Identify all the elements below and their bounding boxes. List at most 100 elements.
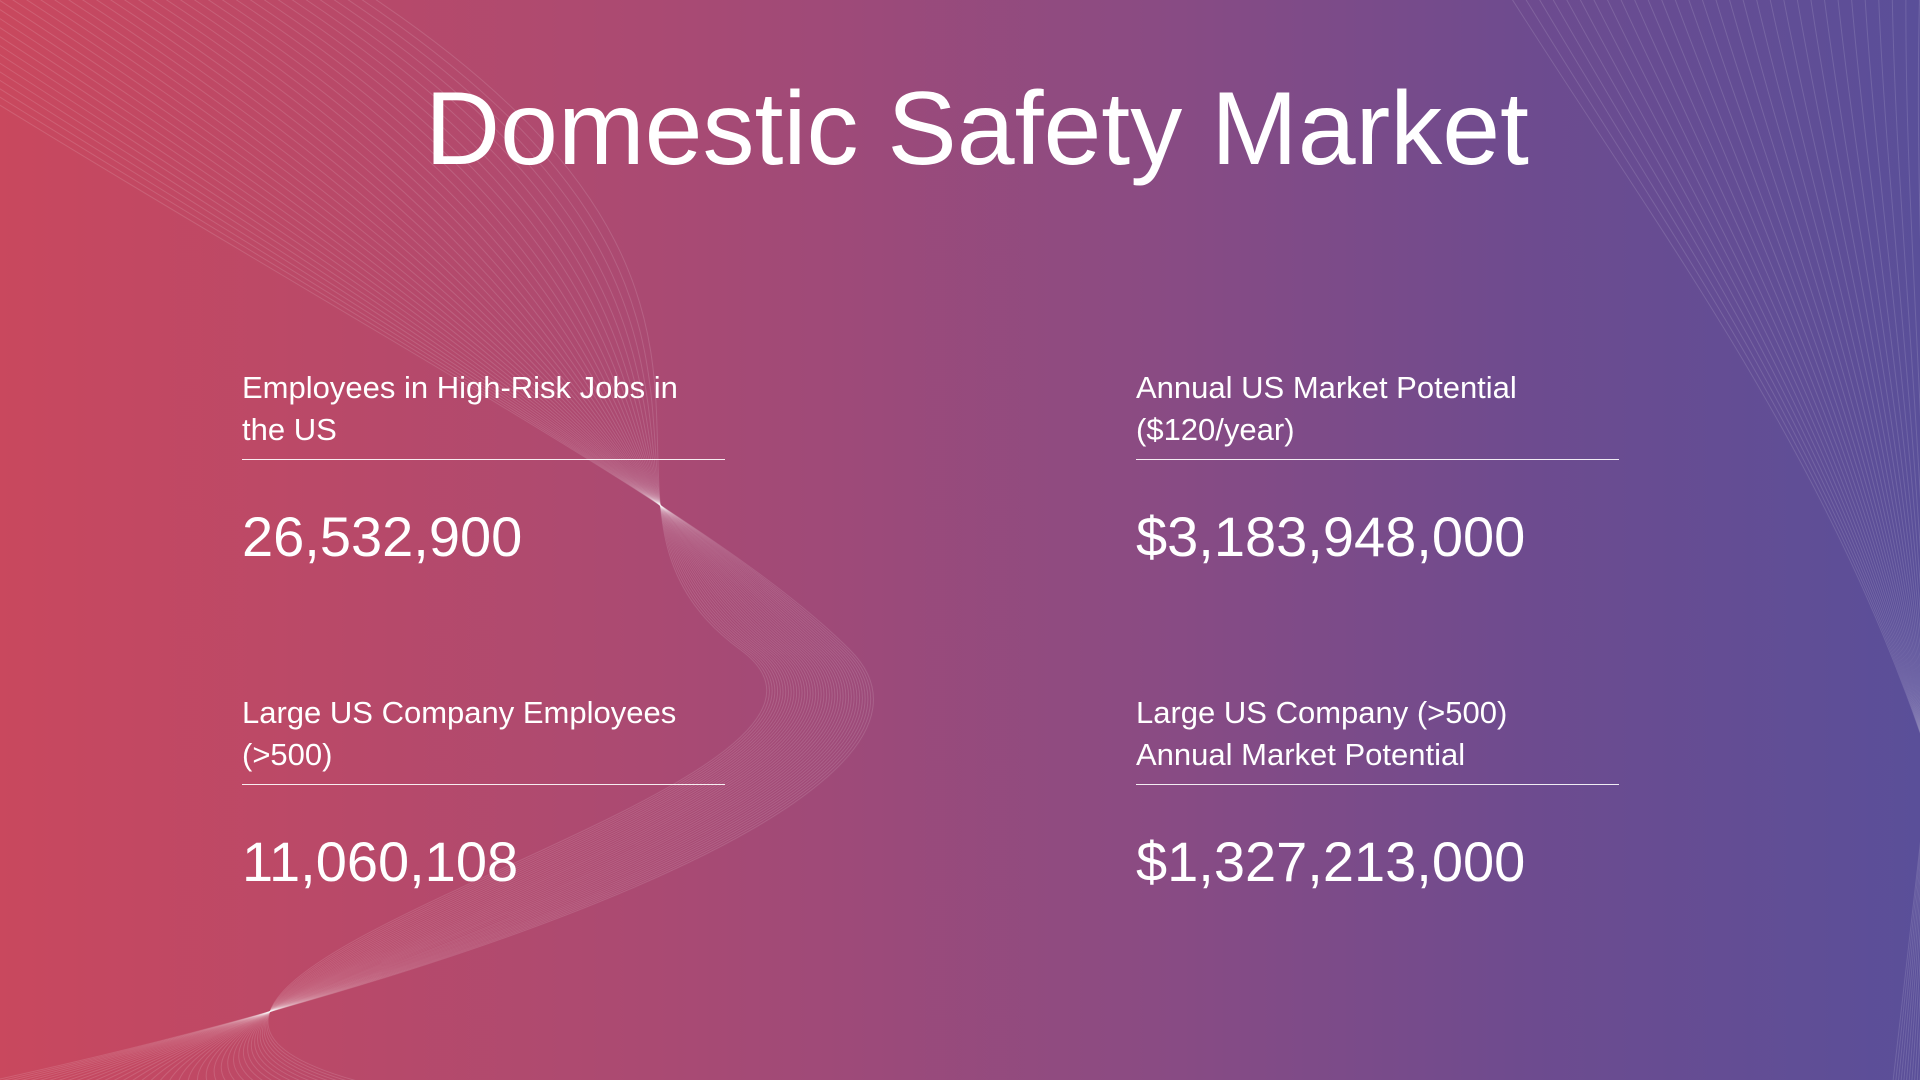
decor-line	[0, 0, 841, 1080]
decor-line	[1688, 0, 1920, 714]
decor-line	[1905, 0, 1920, 1080]
stat-label: Large US Company Employees (>500)	[242, 692, 725, 776]
decor-line	[1756, 0, 1920, 695]
decor-line	[0, 27, 849, 1080]
label-line: Large US Company (>500)	[1136, 695, 1508, 730]
decor-line	[1606, 0, 1920, 727]
stat-card: Annual US Market Potential ($120/year) $3…	[1136, 367, 1619, 569]
decor-line	[1810, 0, 1920, 664]
decor-line	[261, 0, 779, 1080]
decor-line	[1620, 0, 1920, 725]
decor-line	[1898, 859, 1920, 1080]
decor-line	[123, 0, 816, 1080]
decor-line	[165, 0, 808, 1080]
stat-value: 11,060,108	[242, 830, 519, 893]
decor-line	[0, 96, 872, 1080]
label-line: Employees in High-Risk Jobs in	[242, 370, 678, 405]
decor-line	[1715, 0, 1920, 708]
decor-line	[251, 0, 789, 1080]
stat-card: Employees in High-Risk Jobs in the US 26,5…	[242, 367, 725, 569]
label-line: Annual Market Potential	[1136, 737, 1466, 772]
slide-title: Domestic Safety Market	[425, 71, 1529, 187]
decor-line	[12, 0, 838, 1080]
decor-line	[151, 0, 811, 1080]
stat-value: 26,532,900	[242, 505, 523, 568]
decor-line	[0, 62, 861, 1080]
decor-line	[1837, 0, 1920, 636]
decor-line	[267, 0, 768, 1080]
decor-line	[0, 71, 863, 1080]
decor-line	[1566, 0, 1920, 730]
stat-value: $3,183,948,000	[1136, 505, 1526, 568]
decor-line	[1674, 0, 1920, 717]
decor-line	[1647, 0, 1920, 721]
decor-line	[263, 0, 776, 1080]
decor-line	[26, 0, 836, 1080]
decor-line	[0, 79, 866, 1080]
stat-value: $1,327,213,000	[1136, 830, 1526, 893]
decor-line	[247, 0, 792, 1080]
decor-line	[193, 0, 803, 1080]
decor-line	[265, 0, 773, 1080]
decor-line	[1916, 0, 1920, 1080]
decor-line	[1593, 0, 1920, 728]
decor-line	[266, 0, 770, 1080]
decor-line	[95, 0, 822, 1080]
decor-line	[1864, 0, 1920, 590]
decor-line	[179, 0, 805, 1080]
decor-line	[1895, 849, 1920, 1080]
decor-line	[1783, 0, 1920, 682]
decor-line	[137, 0, 814, 1080]
stat-card: Large US Company Employees (>500) 11,060,1…	[242, 692, 725, 894]
divider	[1136, 784, 1619, 785]
decor-line	[109, 0, 819, 1080]
decor-line	[207, 0, 800, 1080]
decor-line	[1824, 0, 1920, 652]
decor-line	[254, 0, 787, 1080]
divider	[1136, 459, 1619, 460]
label-line: (>500)	[242, 737, 333, 772]
decor-line	[0, 45, 855, 1080]
decor-line	[1892, 841, 1920, 1080]
decor-line	[53, 0, 830, 1080]
decor-line	[67, 0, 827, 1080]
decor-line	[1891, 0, 1920, 500]
decor-line	[1900, 871, 1920, 1080]
decor-line	[259, 0, 781, 1080]
stat-card: Large US Company (>500) Annual Market Pot…	[1136, 692, 1619, 894]
decor-line	[1634, 0, 1920, 723]
decor-line	[1878, 0, 1920, 553]
label-line: the US	[242, 412, 337, 447]
stat-label: Employees in High-Risk Jobs in the US	[242, 367, 725, 451]
divider	[242, 784, 725, 785]
decor-line	[1552, 0, 1920, 732]
decor-line	[257, 0, 784, 1080]
decor-line	[1729, 0, 1920, 704]
decor-line	[1851, 0, 1920, 617]
decor-line	[0, 53, 858, 1080]
decor-line	[0, 18, 846, 1080]
decor-line	[221, 0, 797, 1080]
decor-line	[0, 104, 874, 1080]
divider	[242, 459, 725, 460]
decor-line	[0, 88, 869, 1080]
decor-line	[81, 0, 825, 1080]
label-line: Annual US Market Potential ($120/year)	[1136, 370, 1517, 447]
decor-line	[1512, 0, 1920, 735]
decor-line	[1701, 0, 1920, 711]
decor-line	[0, 9, 844, 1080]
decor-line	[1525, 0, 1920, 734]
decor-line	[1579, 0, 1920, 729]
decor-line	[1769, 0, 1920, 689]
decor-line	[0, 36, 852, 1080]
decor-line	[235, 0, 795, 1080]
decor-line	[1539, 0, 1920, 733]
stat-label: Large US Company (>500) Annual Market Pot…	[1136, 692, 1619, 776]
decor-line	[1661, 0, 1920, 719]
decor-line	[1742, 0, 1920, 700]
decor-line	[1796, 0, 1920, 674]
decor-line	[39, 0, 833, 1080]
stat-label: Annual US Market Potential ($120/year)	[1136, 367, 1619, 451]
